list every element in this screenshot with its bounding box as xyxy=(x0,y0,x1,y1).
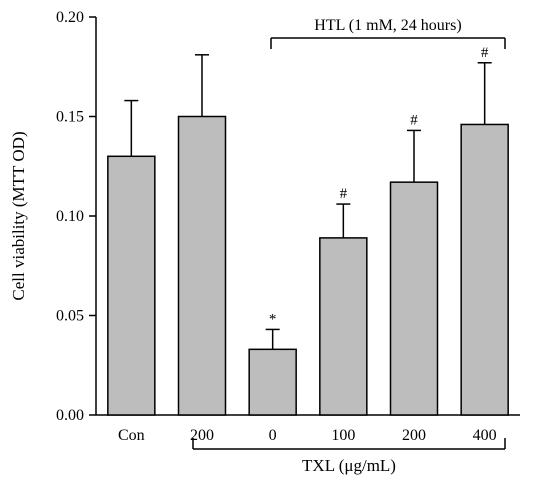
x-tick-label: 200 xyxy=(402,427,426,444)
top-bracket: HTL (1 mM, 24 hours) xyxy=(270,17,506,49)
bar xyxy=(107,155,156,416)
bar xyxy=(389,181,439,416)
top-annotation: HTL (1 mM, 24 hours) xyxy=(314,17,461,34)
x-tick-label: Con xyxy=(118,427,145,444)
x-tick-labels: Con 200 0 100 200 400 xyxy=(118,427,497,444)
significance-star: * xyxy=(269,311,277,327)
bars: * # # # xyxy=(107,45,509,416)
y-tick-label: 0.10 xyxy=(56,208,84,225)
x-tick-label: 400 xyxy=(473,427,497,444)
significance-hash: # xyxy=(481,45,489,61)
x-axis-title: TXL (μg/mL) xyxy=(302,456,396,475)
bar xyxy=(319,237,368,416)
x-tick-label: 0 xyxy=(269,427,277,444)
bar xyxy=(248,348,297,416)
bar xyxy=(460,123,509,416)
x-tick-label: 200 xyxy=(190,427,214,444)
y-tick-label: 0.00 xyxy=(56,407,84,424)
y-tick-label: 0.05 xyxy=(56,308,84,325)
y-tick-label: 0.15 xyxy=(56,109,84,126)
x-tick-label: 100 xyxy=(331,427,355,444)
y-axis-title: Cell viability (MTT OD) xyxy=(9,131,28,300)
y-tick-label: 0.20 xyxy=(56,9,84,26)
significance-hash: # xyxy=(410,112,418,128)
y-ticks: 0.00 0.05 0.10 0.15 0.20 xyxy=(56,9,96,424)
significance-hash: # xyxy=(340,186,348,202)
bar xyxy=(177,115,227,416)
bottom-bracket: TXL (μg/mL) xyxy=(192,438,506,475)
